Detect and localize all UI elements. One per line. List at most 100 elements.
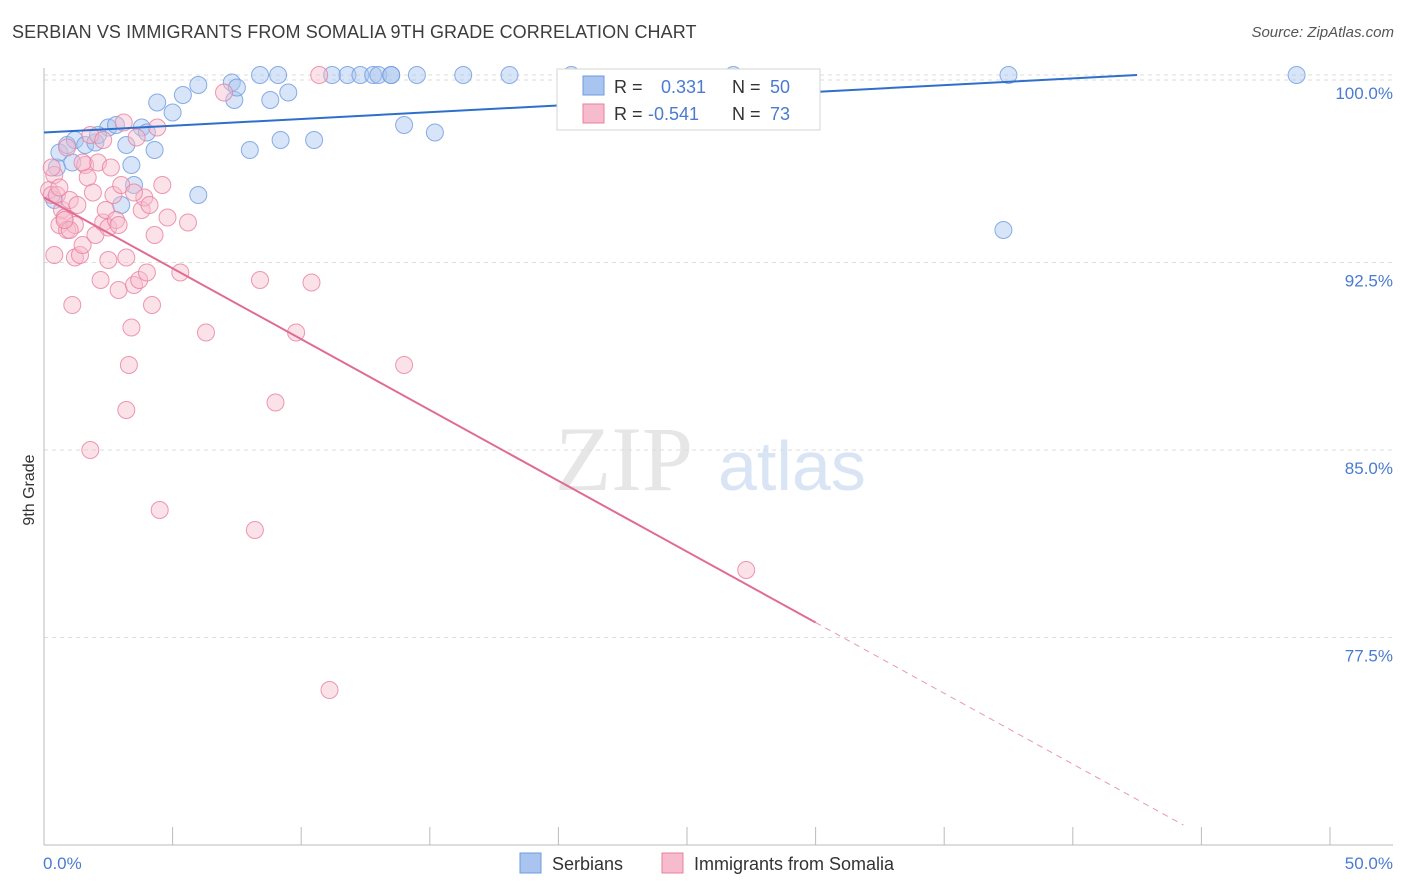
legend-swatch-somalia	[661, 852, 684, 874]
somalia-point	[137, 263, 156, 282]
somalia-point	[65, 216, 84, 234]
serbians-point	[117, 136, 136, 154]
stats-r-value-2: -0.541	[648, 104, 699, 124]
serbians-point	[145, 141, 164, 159]
somalia-point	[63, 296, 82, 314]
somalia-point	[109, 216, 128, 234]
somalia-point	[127, 128, 146, 147]
serbians-point	[351, 66, 370, 84]
somalia-point	[117, 401, 136, 419]
x-tick-label-min: 0.0%	[43, 854, 82, 873]
serbians-point	[425, 123, 444, 142]
stats-swatch-somalia	[582, 103, 605, 124]
serbians-point	[189, 76, 208, 94]
serbians-point	[251, 66, 269, 84]
somalia-point	[245, 521, 264, 539]
y-tick-label: 77.5%	[1345, 647, 1393, 666]
serbians-point	[994, 221, 1013, 239]
stats-r-value-1: 0.331	[661, 77, 706, 97]
watermark-atlas: atlas	[718, 427, 866, 505]
somalia-point	[91, 271, 110, 289]
somalia-point	[197, 323, 215, 342]
serbians-point	[382, 66, 401, 84]
somalia-trend-extension	[815, 622, 1184, 826]
somalia-point	[310, 66, 329, 84]
somalia-point	[107, 211, 125, 229]
serbians-point	[407, 66, 426, 84]
stats-r-label-1: R =	[614, 77, 643, 97]
somalia-point	[737, 561, 756, 579]
somalia-point	[83, 183, 102, 202]
serbians-point	[395, 116, 414, 134]
y-tick-label: 92.5%	[1345, 272, 1393, 291]
somalia-point	[114, 113, 133, 132]
somalia-point	[119, 356, 138, 374]
somalia-point	[104, 186, 123, 204]
somalia-point	[50, 178, 69, 197]
serbians-point	[189, 186, 208, 204]
serbians-point	[122, 156, 141, 174]
somalia-point	[99, 251, 118, 269]
stats-box: R = 0.331 N = 50 R = -0.541 N = 73	[556, 68, 821, 131]
somalia-point	[143, 296, 161, 314]
serbians-point	[240, 141, 259, 159]
somalia-point	[94, 131, 113, 149]
serbians-point	[125, 176, 143, 194]
serbians-point	[148, 93, 167, 112]
somalia-trend-line	[43, 196, 817, 624]
serbians-point	[364, 66, 383, 84]
somalia-point	[125, 276, 143, 294]
somalia-point	[101, 158, 120, 177]
somalia-point	[153, 176, 172, 194]
somalia-point	[42, 158, 61, 177]
somalia-point	[45, 246, 64, 264]
serbians-point	[500, 66, 519, 84]
somalia-point	[81, 441, 100, 459]
serbians-point	[271, 131, 290, 149]
serbians-point	[338, 66, 357, 84]
somalia-point	[60, 221, 79, 239]
grid-lines	[44, 74, 1393, 638]
somalia-point	[68, 196, 87, 214]
somalia-point	[150, 501, 169, 519]
stats-n-label-1: N =	[732, 77, 761, 97]
legend-swatch-serbians	[519, 852, 542, 874]
serbians-point	[323, 66, 342, 84]
somalia-point	[179, 213, 197, 232]
watermark-zip: ZIP	[555, 408, 693, 510]
serbians-point	[222, 73, 241, 92]
somalia-point	[145, 226, 164, 244]
somalia-point	[109, 281, 128, 299]
legend-label-somalia: Immigrants from Somalia	[694, 854, 895, 874]
serbians-point	[279, 83, 298, 102]
stats-swatch-serbians	[582, 75, 605, 96]
serbians-point	[305, 131, 324, 149]
legend-label-serbians: Serbians	[552, 854, 623, 874]
y-axis-label: 9th Grade	[21, 454, 38, 525]
somalia-point	[58, 138, 77, 157]
somalia-point	[78, 168, 97, 187]
somalia-point	[73, 236, 92, 254]
somalia-point	[320, 681, 339, 699]
serbians-point	[1287, 66, 1306, 84]
somalia-point	[73, 153, 92, 172]
legend: Serbians Immigrants from Somalia	[519, 852, 895, 874]
somalia-point	[122, 318, 141, 337]
somalia-point	[251, 271, 269, 289]
somalia-point	[395, 356, 414, 374]
somalia-point	[215, 83, 233, 102]
serbians-point	[369, 66, 388, 84]
chart-title: SERBIAN VS IMMIGRANTS FROM SOMALIA 9TH G…	[12, 22, 697, 42]
somalia-point	[130, 271, 149, 289]
x-tick-label-max: 50.0%	[1345, 854, 1393, 873]
stats-n-value-1: 50	[770, 77, 790, 97]
y-tick-label: 85.0%	[1345, 459, 1393, 478]
stats-n-label-2: N =	[732, 104, 761, 124]
serbians-point	[163, 103, 182, 122]
somalia-point	[117, 248, 136, 267]
source-label: Source: ZipAtlas.com	[1251, 24, 1394, 41]
somalia-point	[266, 393, 285, 412]
serbians-point	[454, 66, 473, 84]
serbians-point	[173, 86, 192, 104]
